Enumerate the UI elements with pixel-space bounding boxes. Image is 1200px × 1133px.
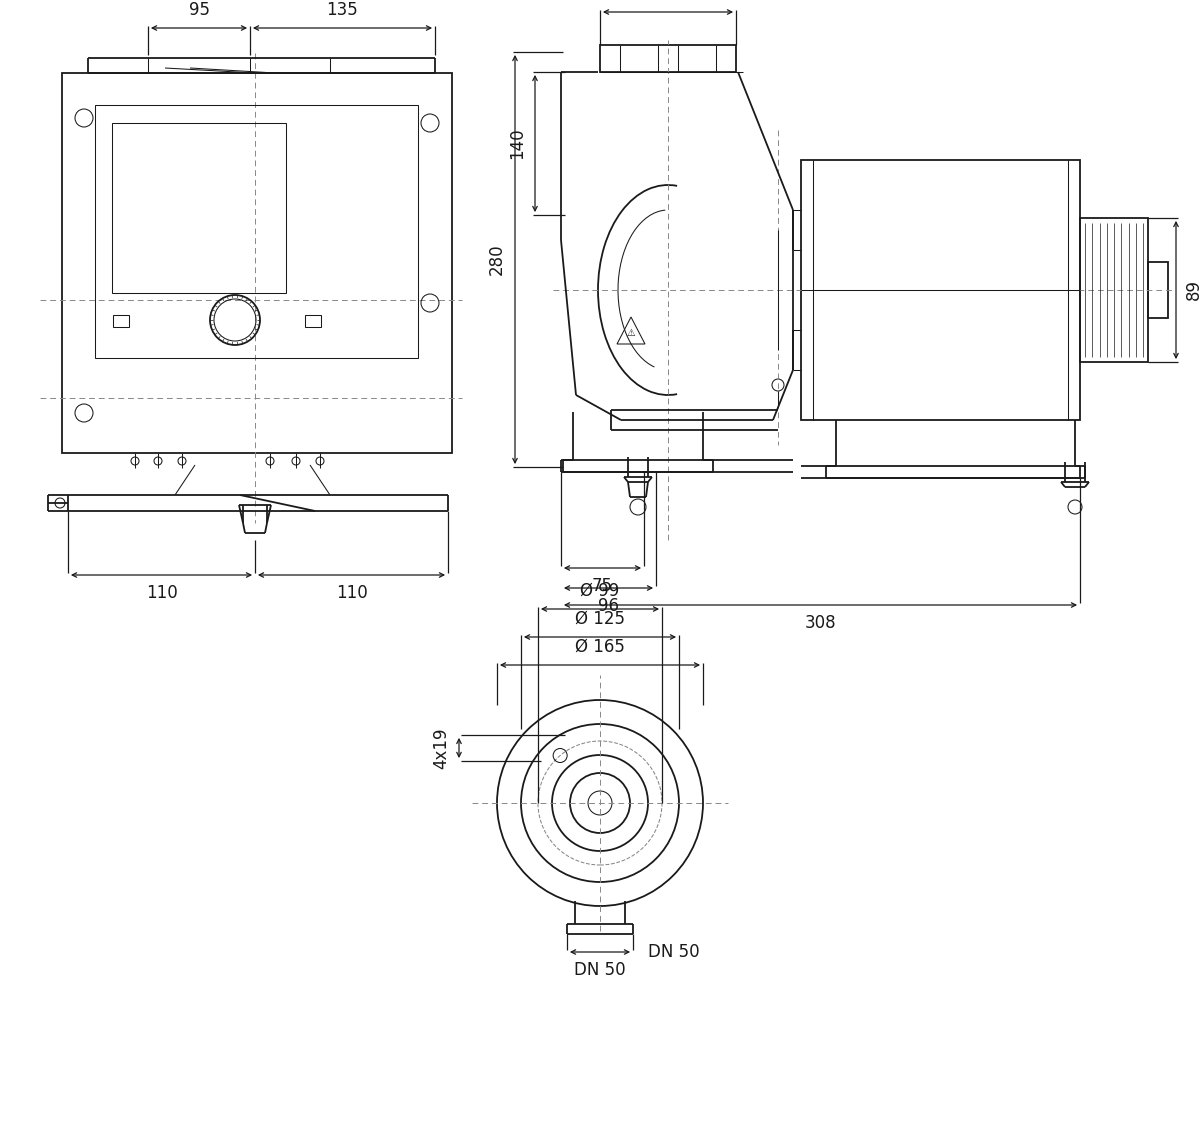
- Text: Ø 125: Ø 125: [575, 610, 625, 628]
- Text: 89: 89: [1186, 280, 1200, 300]
- Text: 308: 308: [805, 614, 836, 632]
- Text: 140: 140: [508, 128, 526, 160]
- Text: Ø 99: Ø 99: [581, 582, 619, 600]
- Text: 75: 75: [592, 577, 613, 595]
- Text: DN 50: DN 50: [648, 943, 700, 961]
- Text: Ø 165: Ø 165: [575, 638, 625, 656]
- Text: 280: 280: [488, 244, 506, 275]
- Text: DN 50: DN 50: [574, 961, 626, 979]
- Text: 110: 110: [145, 583, 178, 602]
- Text: DN 50: DN 50: [642, 0, 694, 3]
- Text: 96: 96: [598, 597, 619, 615]
- Text: 135: 135: [326, 1, 359, 19]
- Text: 110: 110: [336, 583, 367, 602]
- Text: ⚠: ⚠: [626, 327, 635, 338]
- Text: 4x19: 4x19: [432, 727, 450, 768]
- Text: 95: 95: [188, 1, 210, 19]
